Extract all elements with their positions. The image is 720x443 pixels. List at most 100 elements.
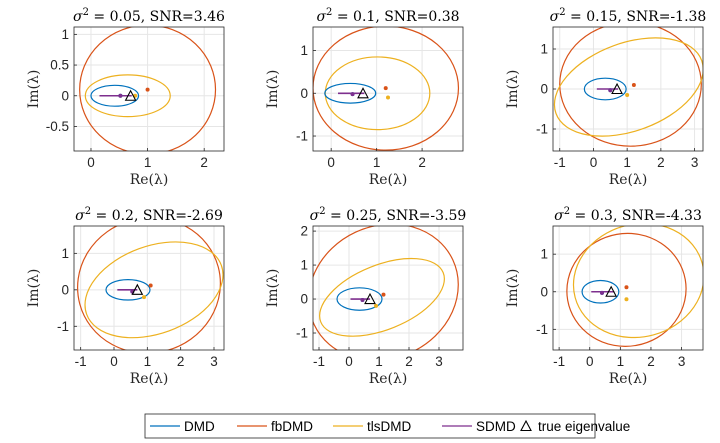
x-tick-label: 2	[405, 354, 413, 369]
x-tick-label: 0	[586, 354, 594, 369]
subplot-title: σ2 = 0.1, SNR=0.38	[316, 7, 459, 25]
y-axis-label: Im(λ)	[505, 269, 521, 308]
subplot-title: σ2 = 0.15, SNR=-1.38	[550, 7, 707, 25]
title-superscript: 2	[564, 206, 570, 217]
y-tick-label: 1	[61, 246, 69, 261]
fbdmd-point	[624, 285, 629, 290]
y-tick-label: 1	[300, 258, 308, 273]
y-tick-label: 1	[300, 43, 308, 58]
title-text: = 0.2, SNR=-2.69	[91, 208, 223, 224]
sdmd-point	[599, 290, 604, 295]
subplot-title: σ2 = 0.05, SNR=3.46	[73, 7, 225, 25]
tlsdmd-point	[625, 93, 630, 97]
x-tick-label: 0	[590, 155, 598, 170]
y-tick-label: -1	[536, 122, 548, 137]
legend-entry-tlsdmd: tlsDMD	[333, 419, 411, 434]
dmd-ellipse	[583, 77, 627, 101]
y-tick-label: 0	[61, 282, 69, 297]
x-axis-label: Re(λ)	[369, 172, 408, 188]
dmd-ellipse	[581, 279, 620, 304]
tlsdmd-ellipse	[319, 257, 445, 337]
title-superscript: 2	[319, 206, 325, 217]
triangle-icon	[520, 419, 532, 432]
legend-entry-dmd: DMD	[150, 419, 215, 434]
y-tick-label: 0	[540, 82, 548, 97]
subplot-title: σ2 = 0.25, SNR=-3.59	[310, 206, 467, 224]
title-superscript: 2	[83, 7, 89, 18]
x-tick-label: 1	[623, 155, 631, 170]
legend: DMD fbDMD tlsDMD SDMD true eigenvalue	[144, 413, 630, 439]
x-tick-label: 0	[327, 155, 335, 170]
x-tick-label: 1	[144, 155, 152, 170]
plot-area	[566, 226, 703, 347]
title-superscript: 2	[326, 7, 332, 18]
legend-label: true eigenvalue	[538, 419, 630, 434]
x-tick-label: 1	[375, 354, 383, 369]
x-tick-label: 3	[210, 354, 218, 369]
fbdmd-ellipse	[566, 232, 687, 347]
legend-entry-sdmd: SDMD	[442, 419, 516, 434]
x-tick-label: 3	[435, 354, 443, 369]
sdmd-point	[360, 298, 365, 303]
dmd-ellipse	[336, 287, 383, 311]
tlsdmd-ellipse	[84, 74, 171, 118]
y-axis-label: Im(λ)	[505, 70, 521, 109]
y-tick-label: -0.5	[46, 119, 69, 134]
title-superscript: 2	[559, 7, 565, 18]
y-tick-label: 1	[540, 42, 548, 57]
y-axis-label: Im(λ)	[26, 70, 42, 109]
x-axis-label: Re(λ)	[609, 371, 648, 387]
x-tick-label: 3	[691, 155, 699, 170]
title-text: = 0.05, SNR=3.46	[89, 9, 225, 25]
x-axis-label: Re(λ)	[130, 371, 169, 387]
tlsdmd-ellipse	[84, 241, 224, 339]
y-tick-label: -1	[57, 319, 69, 334]
axes-box	[552, 225, 704, 351]
x-axis-label: Re(λ)	[609, 172, 648, 188]
plot-area	[313, 226, 459, 350]
x-tick-label: 3	[678, 354, 686, 369]
plot-area	[313, 27, 460, 151]
subplot-title: σ2 = 0.2, SNR=-2.69	[75, 206, 223, 224]
sdmd-point	[118, 93, 123, 98]
x-tick-label: -1	[554, 155, 566, 170]
x-tick-label: 0	[345, 354, 353, 369]
y-tick-label: -1	[536, 322, 548, 337]
fbdmd-ellipse	[313, 226, 459, 350]
true-eigenvalue-marker	[124, 89, 137, 101]
y-tick-label: 0	[540, 284, 548, 299]
axes-box	[73, 225, 225, 351]
axes-box	[312, 26, 464, 152]
tlsdmd-ellipse	[553, 37, 703, 137]
title-sigma: σ	[75, 208, 85, 224]
title-sigma: σ	[316, 9, 326, 25]
x-axis-label: Re(λ)	[130, 172, 169, 188]
y-tick-label: 0.5	[50, 58, 69, 73]
legend-entry-true: true eigenvalue	[520, 419, 630, 434]
fbdmd-point	[148, 283, 153, 288]
fbdmd-point	[631, 83, 636, 87]
y-axis-label: Im(λ)	[26, 269, 42, 308]
title-sigma: σ	[310, 208, 320, 224]
y-tick-label: 0	[300, 292, 308, 307]
y-axis-label: Im(λ)	[265, 269, 281, 308]
x-axis-label: Re(λ)	[369, 371, 408, 387]
tlsdmd-point	[142, 295, 146, 300]
title-text: = 0.15, SNR=-1.38	[566, 9, 707, 25]
y-tick-label: 1	[540, 247, 548, 262]
true-eigenvalue-marker	[357, 87, 369, 99]
legend-box	[144, 413, 596, 439]
fbdmd-ellipse	[77, 226, 221, 350]
y-tick-label: -1	[296, 129, 308, 144]
x-tick-label: -1	[313, 354, 325, 369]
legend-entry-fbdmd: fbDMD	[237, 419, 313, 434]
axes-box	[312, 225, 464, 351]
title-sigma: σ	[550, 9, 560, 25]
y-tick-label: 2	[300, 224, 308, 239]
x-tick-label: 1	[617, 354, 625, 369]
